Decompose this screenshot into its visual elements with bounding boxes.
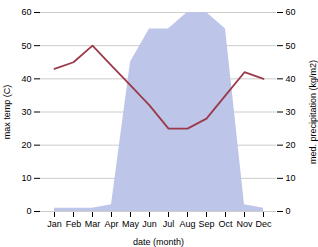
svg-text:10: 10: [286, 173, 296, 183]
svg-text:max temp (C): max temp (C): [2, 85, 12, 140]
svg-text:Dec: Dec: [255, 219, 272, 229]
svg-text:20: 20: [286, 140, 296, 150]
svg-text:Nov: Nov: [236, 219, 253, 229]
svg-text:60: 60: [21, 7, 31, 17]
svg-text:50: 50: [286, 41, 296, 51]
svg-text:40: 40: [286, 74, 296, 84]
svg-text:0: 0: [26, 206, 31, 216]
svg-text:May: May: [122, 219, 140, 229]
svg-text:Mar: Mar: [85, 219, 101, 229]
svg-text:30: 30: [21, 107, 31, 117]
svg-text:Aug: Aug: [179, 219, 195, 229]
svg-text:40: 40: [21, 74, 31, 84]
svg-text:Jan: Jan: [47, 219, 62, 229]
svg-text:60: 60: [286, 7, 296, 17]
svg-text:Feb: Feb: [66, 219, 82, 229]
svg-text:10: 10: [21, 173, 31, 183]
svg-text:Sep: Sep: [198, 219, 214, 229]
svg-text:Oct: Oct: [218, 219, 233, 229]
svg-text:med. precipitation (kg/m2): med. precipitation (kg/m2): [308, 60, 318, 164]
svg-text:Apr: Apr: [104, 219, 118, 229]
svg-text:50: 50: [21, 41, 31, 51]
svg-text:Jul: Jul: [163, 219, 175, 229]
svg-text:Jun: Jun: [142, 219, 157, 229]
svg-text:30: 30: [286, 107, 296, 117]
svg-text:20: 20: [21, 140, 31, 150]
svg-text:date (month): date (month): [133, 237, 184, 247]
svg-text:0: 0: [286, 206, 291, 216]
